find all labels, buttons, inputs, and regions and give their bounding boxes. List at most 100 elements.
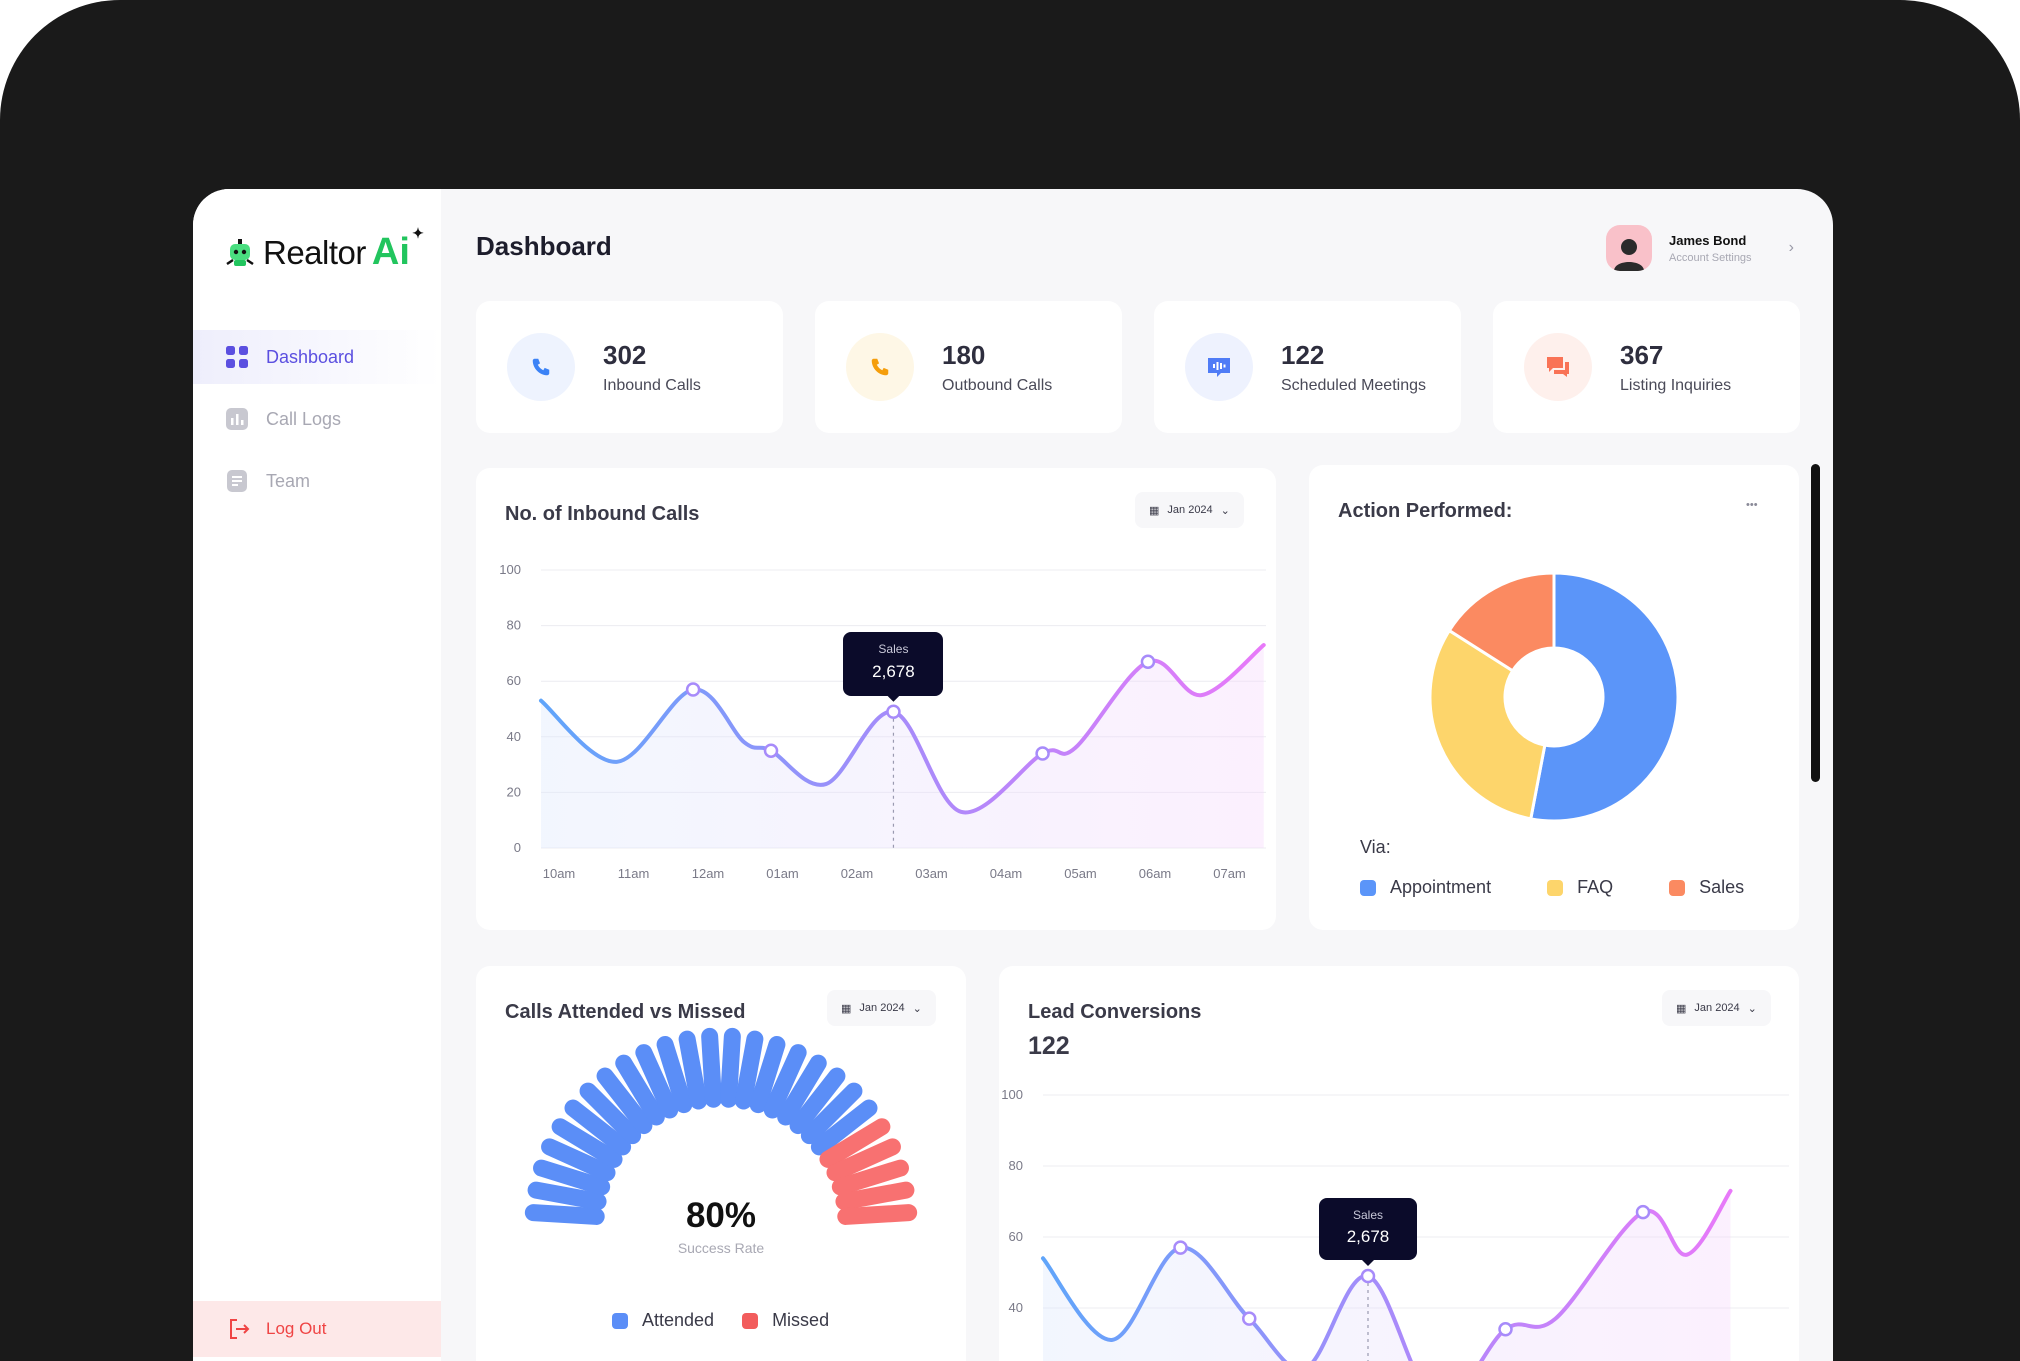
stat-value: 122 xyxy=(1281,339,1325,370)
gauge-segment xyxy=(826,1138,901,1182)
gauge-segment xyxy=(678,1030,707,1110)
logo-accent-text: Ai xyxy=(371,231,410,273)
tooltip-arrow xyxy=(886,694,901,702)
data-point xyxy=(1498,1322,1513,1337)
chevron-down-icon: ⌄ xyxy=(1220,504,1230,517)
sidebar-item-label: Call Logs xyxy=(266,408,342,429)
calendar-icon: ▦ xyxy=(1676,1002,1687,1015)
y-tick-label: 0 xyxy=(514,840,521,855)
legend-dot xyxy=(612,1312,628,1329)
page-title: Dashboard xyxy=(476,231,612,261)
calls-attended-card: Calls Attended vs Missed ▦ Jan 2024 ⌄ 80… xyxy=(476,966,966,1361)
user-info: James Bond Account Settings xyxy=(1669,233,1752,264)
calendar-icon: ▦ xyxy=(841,1002,852,1015)
data-point xyxy=(1242,1311,1257,1326)
scrollbar[interactable] xyxy=(1811,464,1820,782)
logout-icon xyxy=(230,1319,250,1339)
sidebar-item-call-logs[interactable]: Call Logs xyxy=(193,392,441,446)
user-name: James Bond xyxy=(1669,232,1747,248)
legend-dot xyxy=(1360,879,1376,896)
sidebar-item-label: Dashboard xyxy=(266,346,355,367)
action-performed-card: Action Performed: ••• Via: Appointment F… xyxy=(1309,465,1799,930)
chart-tooltip: Sales 2,678 xyxy=(843,631,944,696)
sparkle-icon: ✦ xyxy=(412,225,424,241)
x-tick-label: 11am xyxy=(618,866,650,881)
sidebar: Realtor Ai ✦ Dashboard Call Logs Team xyxy=(193,189,441,1361)
card-title: Lead Conversions xyxy=(1028,1001,1202,1023)
gauge-segment xyxy=(656,1036,693,1114)
inbound-calls-card: No. of Inbound Calls ▦ Jan 2024 ⌄ 0 20 40 6… xyxy=(476,468,1276,930)
robot-logo-icon xyxy=(226,238,254,266)
x-tick-label: 02am xyxy=(841,866,874,881)
tooltip-value: 2,678 xyxy=(1346,1227,1390,1247)
stat-card-inquiries: 367 Listing Inquiries xyxy=(1493,301,1800,433)
logo-accent: Ai ✦ xyxy=(371,225,424,274)
y-tick-label: 60 xyxy=(507,673,521,688)
date-filter[interactable]: ▦ Jan 2024 ⌄ xyxy=(1662,990,1771,1026)
avatar xyxy=(1606,225,1652,271)
data-point xyxy=(1360,1268,1376,1284)
gauge-segment xyxy=(551,1118,623,1168)
logout-button[interactable]: Log Out xyxy=(193,1301,441,1357)
account-settings-link[interactable]: Account Settings xyxy=(1669,251,1752,264)
y-tick-label: 100 xyxy=(1001,1087,1023,1102)
gauge-segment xyxy=(527,1181,607,1210)
x-tick-label: 05am xyxy=(1064,866,1097,881)
success-rate-gauge xyxy=(524,1027,918,1225)
phone-icon xyxy=(507,333,575,401)
gauge-segment xyxy=(800,1082,863,1145)
y-tick-label: 40 xyxy=(1009,1300,1023,1315)
inbound-calls-chart: 0 20 40 60 80 100 10am 11am 12am 01am 02am 03am 04am… xyxy=(499,562,1266,881)
document-icon xyxy=(226,470,248,492)
sidebar-item-label: Team xyxy=(266,470,311,491)
date-filter[interactable]: ▦ Jan 2024 ⌄ xyxy=(827,990,936,1026)
tooltip-arrow xyxy=(1361,1259,1375,1267)
gauge-segment xyxy=(831,1159,909,1196)
y-tick-label: 20 xyxy=(507,784,521,799)
stat-label: Scheduled Meetings xyxy=(1281,376,1426,394)
legend-label: Sales xyxy=(1699,877,1745,897)
x-tick-label: 03am xyxy=(915,866,948,881)
gauge-segment xyxy=(735,1030,764,1110)
stat-card-inbound: 302 Inbound Calls xyxy=(476,301,783,433)
app-screen: Realtor Ai ✦ Dashboard Call Logs Team xyxy=(193,189,1833,1361)
sidebar-item-team[interactable]: Team xyxy=(193,454,441,508)
stat-label: Inbound Calls xyxy=(603,376,701,394)
app-logo[interactable]: Realtor Ai ✦ xyxy=(223,225,424,274)
gauge-segment xyxy=(635,1044,679,1119)
legend-label: Attended xyxy=(642,1310,715,1330)
legend-label: Missed xyxy=(772,1310,830,1330)
chevron-down-icon: ⌄ xyxy=(912,1002,922,1015)
chevron-down-icon: ⌄ xyxy=(1747,1002,1757,1015)
calendar-icon: ▦ xyxy=(1149,504,1160,517)
legend-label: Appointment xyxy=(1390,877,1492,897)
date-filter[interactable]: ▦ Jan 2024 ⌄ xyxy=(1135,492,1244,528)
logo-text: Realtor xyxy=(263,233,366,271)
stat-label: Listing Inquiries xyxy=(1620,376,1732,394)
user-menu[interactable]: James Bond Account Settings › xyxy=(1606,225,1794,271)
stat-card-outbound: 180 Outbound Calls xyxy=(815,301,1122,433)
x-tick-label: 04am xyxy=(990,866,1023,881)
more-options-icon[interactable]: ••• xyxy=(1746,499,1758,511)
x-tick-label: 07am xyxy=(1213,866,1246,881)
data-point xyxy=(1635,1204,1651,1220)
gauge-legend: Attended Missed xyxy=(612,1310,829,1331)
stat-label: Outbound Calls xyxy=(942,376,1053,394)
donut-slice xyxy=(1428,628,1547,821)
legend-dot xyxy=(1547,879,1564,896)
tooltip-title: Sales xyxy=(1352,1208,1384,1223)
data-point xyxy=(1035,746,1050,761)
stat-card-meetings: 122 Scheduled Meetings xyxy=(1154,301,1461,433)
stat-value: 367 xyxy=(1620,339,1664,370)
chevron-right-icon[interactable]: › xyxy=(1788,239,1794,256)
lead-conversions-value: 122 xyxy=(1028,1032,1070,1060)
chat-bubbles-icon xyxy=(1524,333,1592,401)
data-point xyxy=(1140,654,1156,669)
donut-slice xyxy=(1529,571,1680,823)
sidebar-item-dashboard[interactable]: Dashboard xyxy=(193,330,441,384)
gauge-segment xyxy=(541,1138,616,1182)
gauge-segment xyxy=(819,1118,891,1168)
date-filter-label: Jan 2024 xyxy=(1167,504,1213,516)
gauge-segment xyxy=(701,1027,722,1108)
x-tick-label: 12am xyxy=(692,866,725,881)
